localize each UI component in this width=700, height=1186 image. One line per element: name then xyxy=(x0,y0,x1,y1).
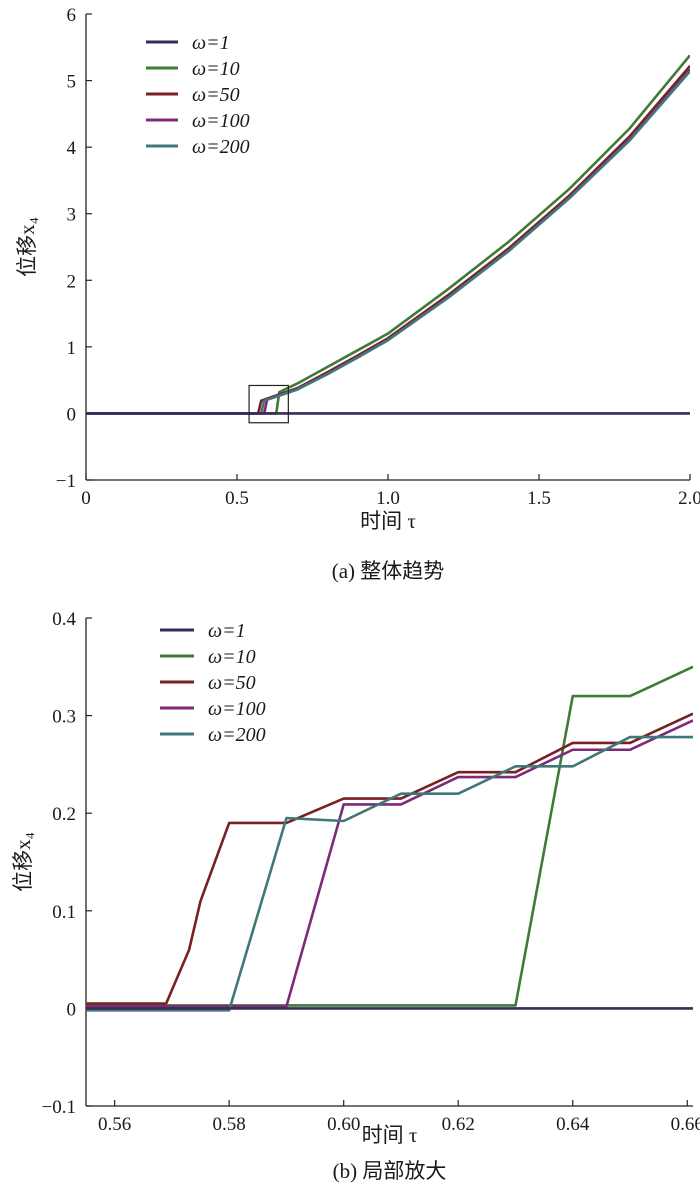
y-tick-label: 0.2 xyxy=(52,804,76,825)
y-tick-label: 0.3 xyxy=(52,707,76,728)
y-tick-label: 0.1 xyxy=(52,902,76,923)
x-tick-label: 0.5 xyxy=(225,488,249,509)
x-axis-label: 时间 τ xyxy=(362,1123,418,1147)
y-tick-label: 0.4 xyxy=(52,609,76,630)
legend-label: ω=1 xyxy=(208,620,246,642)
x-axis-label: 时间 τ xyxy=(360,509,416,533)
caption: (a) 整体趋势 xyxy=(332,559,445,583)
y-tick-label: −0.1 xyxy=(42,1097,76,1118)
y-tick-label: 6 xyxy=(67,5,77,26)
series-line-4 xyxy=(86,70,690,415)
legend: ω=1 ω=10 ω=50 ω=100 ω=200 xyxy=(146,32,250,158)
y-tick-label: 5 xyxy=(67,72,77,93)
y-tick-label: 3 xyxy=(67,205,77,226)
y-tick-label: 0 xyxy=(67,999,77,1020)
series-lines xyxy=(86,665,693,1012)
x-tick-label: 2.0 xyxy=(678,488,700,509)
zoom-box xyxy=(248,384,289,424)
series-line-3 xyxy=(86,719,693,1008)
legend-label: ω=100 xyxy=(192,110,250,132)
series-line-2 xyxy=(86,712,693,1005)
x-tick-label: 0.56 xyxy=(98,1114,131,1135)
caption: (b) 局部放大 xyxy=(333,1159,447,1183)
legend-label: ω=100 xyxy=(208,698,266,720)
legend-label: ω=50 xyxy=(192,84,240,106)
series-line-1 xyxy=(86,54,690,415)
x-tick-label: 0.66 xyxy=(671,1114,700,1135)
y-tick-label: 4 xyxy=(67,138,77,159)
series-line-1 xyxy=(86,665,693,1007)
legend: ω=1 ω=10 ω=50 ω=100 ω=200 xyxy=(160,620,266,746)
legend-label: ω=1 xyxy=(192,32,230,54)
y-tick-label: 1 xyxy=(67,338,77,359)
legend-label: ω=200 xyxy=(208,724,266,746)
chart-b: 0.56 0.58 0.60 0.62 0.64 0.66 −0.1 0 0.1 0.2 0.3 0.… xyxy=(11,609,700,1183)
legend-label: ω=50 xyxy=(208,672,256,694)
x-tick-label: 0.64 xyxy=(556,1114,590,1135)
x-tick-label: 1.0 xyxy=(376,488,400,509)
x-tick-label: 1.5 xyxy=(527,488,551,509)
y-axis-label: 位移x₄ xyxy=(11,832,35,892)
series-line-4 xyxy=(86,735,693,1012)
legend-label: ω=10 xyxy=(192,58,240,80)
legend-label: ω=200 xyxy=(192,136,250,158)
series-line-2 xyxy=(86,65,690,415)
y-axis-label: 位移x₄ xyxy=(15,217,39,277)
legend-label: ω=10 xyxy=(208,646,256,668)
y-tick-label: −1 xyxy=(56,471,76,492)
y-tick-label: 2 xyxy=(67,271,77,292)
x-tick-label: 0.58 xyxy=(213,1114,246,1135)
x-tick-label: 0 xyxy=(81,488,91,509)
x-tick-label: 0.62 xyxy=(442,1114,475,1135)
series-lines xyxy=(86,54,690,415)
y-tick-label: 0 xyxy=(67,404,77,425)
x-tick-label: 0.60 xyxy=(327,1114,360,1135)
